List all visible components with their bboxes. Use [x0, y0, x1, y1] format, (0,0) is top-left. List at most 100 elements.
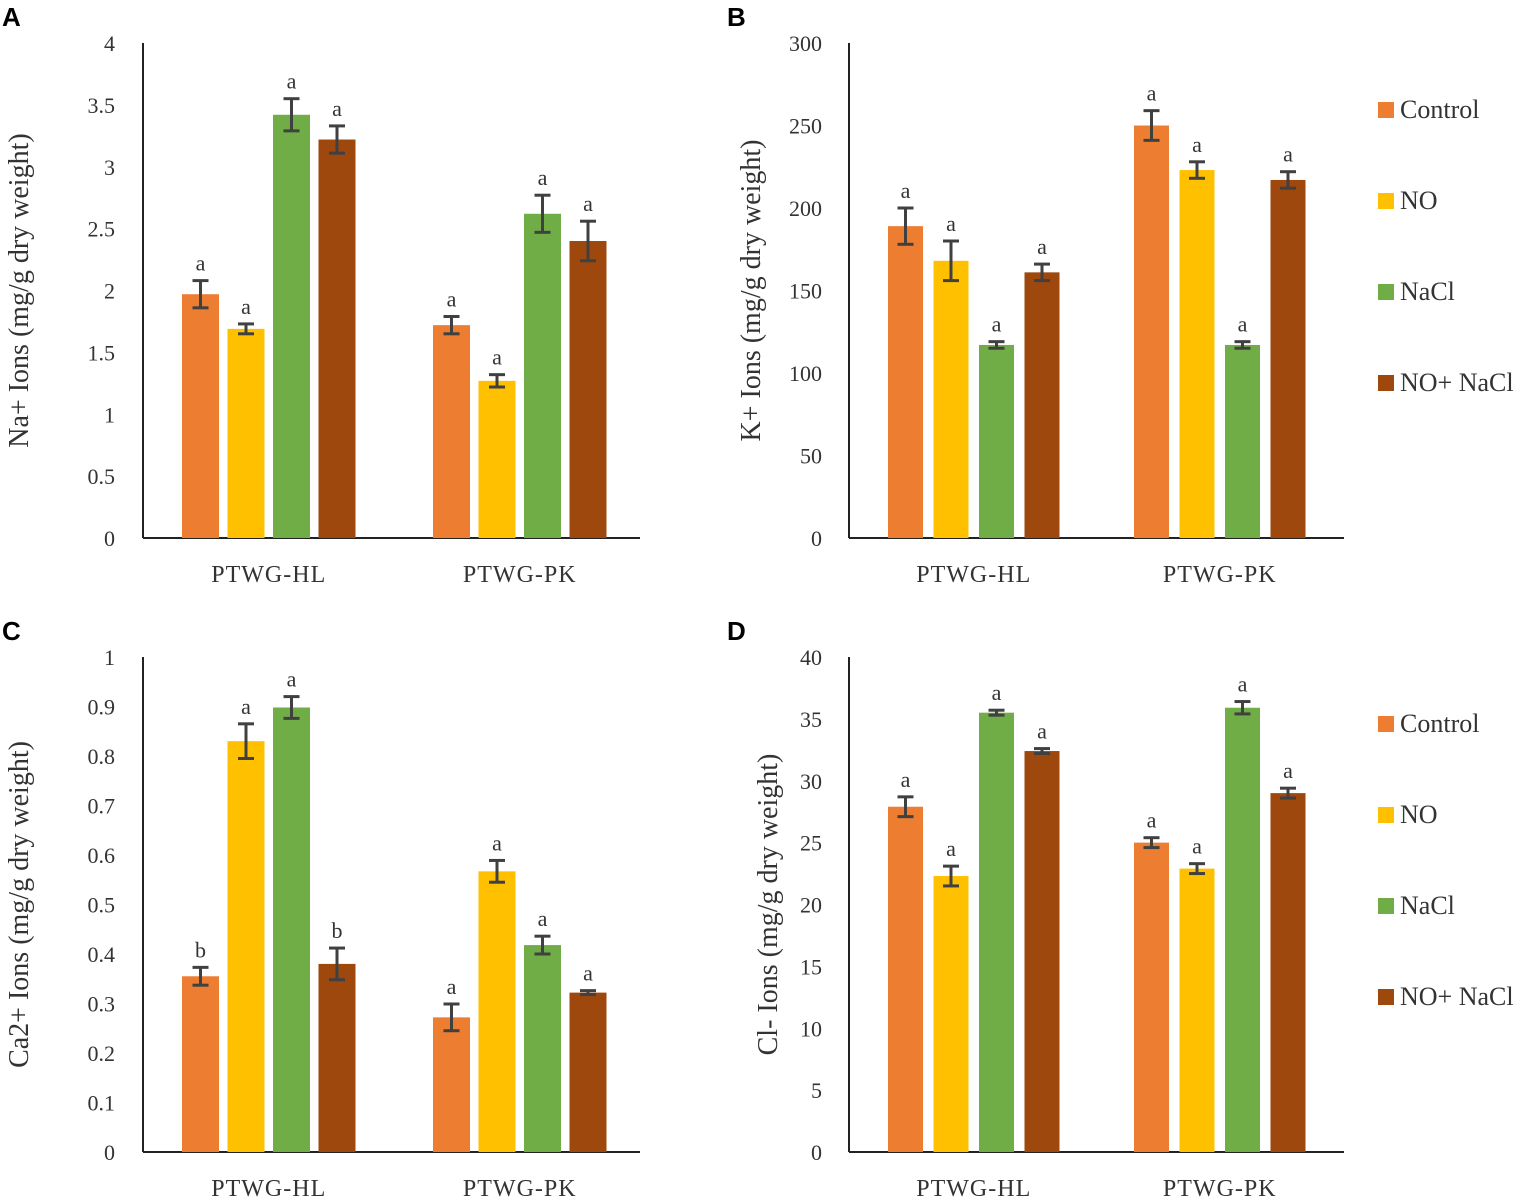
bar-no-nacl-ptwg-pk	[569, 241, 607, 538]
legend-swatch	[1378, 284, 1394, 300]
significance-letter: a	[492, 830, 502, 855]
bar-no-nacl-ptwg-hl	[1024, 272, 1060, 538]
bar-control-ptwg-pk	[433, 325, 470, 538]
bar-no-ptwg-hl	[227, 328, 265, 538]
legend-label: NO+ NaCl	[1400, 982, 1514, 1011]
significance-letter: a	[992, 312, 1002, 337]
y-tick-label: 0.4	[88, 942, 116, 967]
bar-no-ptwg-hl	[933, 876, 969, 1152]
y-tick-label: 1	[104, 402, 115, 427]
legend-swatch	[1378, 193, 1394, 209]
x-category-label: PTWG-HL	[916, 562, 1031, 588]
y-tick-label: 10	[800, 1016, 822, 1041]
x-category-label: PTWG-PK	[1163, 1176, 1277, 1198]
significance-letter: a	[241, 294, 251, 319]
bar-nacl-ptwg-pk	[524, 945, 561, 1152]
error-bar	[897, 795, 914, 819]
legend-item-no-nacl: NO+ NaCl	[1378, 982, 1514, 1011]
error-bar	[1034, 747, 1050, 756]
error-bar	[1034, 262, 1050, 283]
significance-letter: a	[992, 680, 1002, 705]
error-bar	[238, 322, 254, 336]
significance-letter: a	[946, 211, 956, 236]
significance-letter: a	[583, 191, 593, 216]
significance-letter: a	[447, 974, 457, 999]
legend-item-nacl: NaCl	[1378, 277, 1455, 306]
error-bar	[329, 946, 345, 982]
error-bar	[489, 858, 505, 884]
y-tick-label: 0.5	[88, 893, 116, 918]
bar-nacl-ptwg-pk	[1225, 344, 1260, 538]
y-tick-label: 2	[104, 279, 115, 304]
legend-item-no: NO	[1378, 186, 1438, 215]
bar-control-ptwg-hl	[888, 226, 923, 538]
y-tick-label: 0.5	[88, 464, 116, 489]
legend-swatch	[1378, 898, 1394, 914]
y-tick-label: 0	[104, 526, 115, 551]
bar-nacl-ptwg-hl	[979, 344, 1014, 538]
significance-letter: a	[583, 961, 593, 986]
error-bar	[897, 206, 914, 246]
chart-a-na-ions: 0 0.5 1 1.5 2 2.5 3 3.5 4 Na+ Ions (mg/g dry weig…	[4, 31, 640, 588]
significance-letter: a	[1238, 672, 1248, 697]
bar-no-ptwg-hl	[227, 741, 265, 1152]
bar-control-ptwg-pk	[1134, 842, 1169, 1152]
legend-bottom: Control NO NaCl NO+ NaCl	[1378, 709, 1514, 1011]
significance-letter: a	[1283, 758, 1293, 783]
y-tick-label: 0.6	[88, 843, 116, 868]
y-tick-label: 100	[789, 361, 822, 386]
error-bar	[1280, 786, 1296, 800]
significance-letter: a	[1147, 808, 1157, 833]
significance-letter: b	[332, 918, 343, 943]
significance-letter: a	[901, 178, 911, 203]
error-bar	[988, 340, 1005, 350]
y-tick-label: 0.8	[88, 744, 116, 769]
bar-no-ptwg-pk	[478, 380, 516, 538]
error-bar	[283, 695, 300, 720]
y-tick-label: 3	[104, 155, 115, 180]
significance-letter: a	[447, 286, 457, 311]
significance-letter: a	[1037, 234, 1047, 259]
bar-nacl-ptwg-pk	[524, 213, 561, 538]
significance-letter: a	[1147, 81, 1157, 106]
legend-label: Control	[1400, 709, 1479, 738]
bar-no-ptwg-pk	[1179, 170, 1215, 539]
bar-no-nacl-ptwg-hl	[318, 963, 356, 1152]
y-tick-label: 3.5	[88, 93, 116, 118]
significance-letter: a	[492, 345, 502, 370]
significance-letter: a	[1283, 142, 1293, 167]
legend-item-no-nacl: NO+ NaCl	[1378, 368, 1514, 397]
y-axis-title: K+ Ions (mg/g dry weight)	[736, 140, 767, 442]
panel-label-b: B	[727, 2, 746, 32]
error-bar	[1143, 109, 1160, 142]
significance-letter: a	[538, 906, 548, 931]
error-bar	[1234, 700, 1251, 716]
chart-c-ca-ions: 0 0.1 0.2 0.3 0.4 0.5 0.6 0.7 0.8 0.9 1 Ca2+ Ions (…	[4, 645, 640, 1198]
error-bar	[988, 708, 1005, 717]
significance-letter: a	[1192, 834, 1202, 859]
y-axis-title: Cl- Ions (mg/g dry weight)	[753, 754, 784, 1056]
y-tick-label: 0.9	[88, 695, 116, 720]
bar-control-ptwg-hl	[888, 806, 923, 1152]
significance-letter: b	[195, 937, 206, 962]
x-category-label: PTWG-PK	[463, 562, 577, 588]
panel-label-c: C	[2, 616, 21, 646]
legend-top: Control NO NaCl NO+ NaCl	[1378, 95, 1514, 397]
significance-letter: a	[901, 767, 911, 792]
y-tick-label: 150	[789, 279, 822, 304]
x-category-label: PTWG-HL	[211, 562, 326, 588]
legend-label: NO+ NaCl	[1400, 368, 1514, 397]
error-bar	[580, 989, 596, 997]
y-tick-label: 0.1	[88, 1091, 116, 1116]
bar-nacl-ptwg-hl	[273, 707, 310, 1152]
error-bar	[1143, 836, 1160, 850]
y-tick-label: 5	[811, 1078, 822, 1103]
error-bar	[238, 722, 254, 760]
y-tick-label: 300	[789, 31, 822, 56]
y-tick-label: 20	[800, 893, 822, 918]
y-tick-label: 0	[811, 1140, 822, 1165]
legend-swatch	[1378, 375, 1394, 391]
legend-item-no: NO	[1378, 800, 1438, 829]
error-bar	[489, 373, 505, 389]
